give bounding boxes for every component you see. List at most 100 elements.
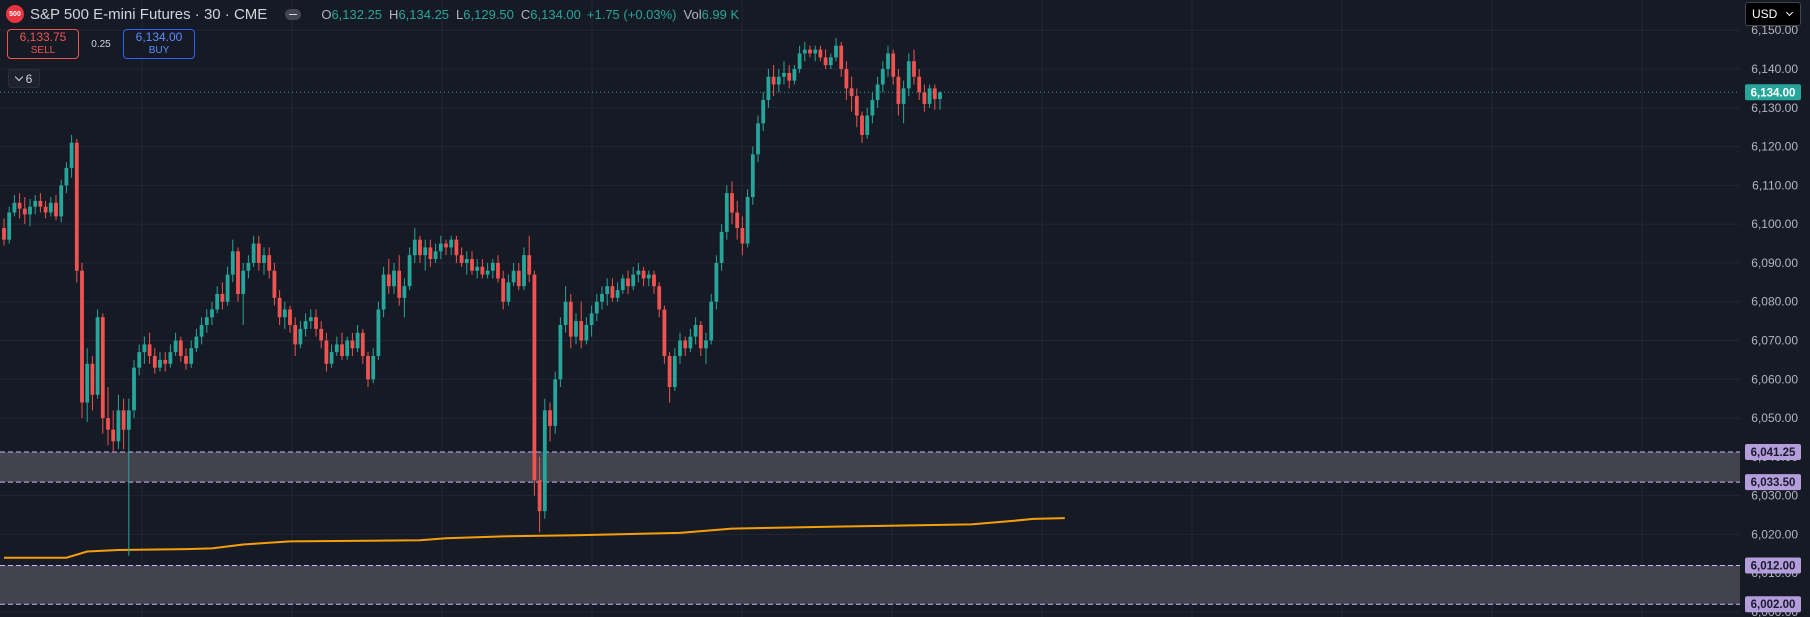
candle-body (7, 212, 12, 240)
candle (329, 344, 334, 368)
candle (782, 61, 786, 85)
candle (792, 65, 797, 85)
candle (589, 305, 594, 337)
candle-body (251, 243, 256, 263)
candle-body (839, 45, 844, 69)
candle (516, 262, 521, 291)
change-value: +1.75 (+0.03%) (586, 6, 677, 22)
candle (496, 255, 500, 283)
candle (407, 247, 412, 291)
candle (818, 45, 823, 62)
candle-body (600, 293, 604, 302)
candle-body (906, 61, 911, 89)
currency-select[interactable]: USD (1745, 2, 1801, 26)
candle (54, 195, 58, 221)
chevron-down-icon (1786, 8, 1794, 17)
candle (594, 293, 599, 322)
candle-body (485, 270, 490, 275)
candle-body (631, 274, 636, 287)
candle-body (308, 317, 313, 322)
zone-top-price-label: 6,041.25 (1751, 447, 1796, 459)
candle-body (724, 193, 729, 232)
candle-body (386, 274, 391, 287)
candle-body (412, 239, 417, 256)
candle-body (849, 88, 854, 97)
price-axis-tick-label: 6,030.00 (1751, 489, 1798, 503)
candle (334, 336, 339, 357)
candle (366, 352, 370, 388)
moving-average (4, 517, 1065, 559)
candle-body (802, 49, 807, 54)
candle-body (506, 282, 511, 302)
candle (901, 80, 906, 124)
candle-body (345, 340, 350, 357)
candle-body (428, 247, 433, 260)
price-axis-background (1740, 0, 1810, 617)
candle-body (433, 251, 438, 260)
low-label: L (456, 6, 464, 22)
candle (173, 332, 178, 357)
zone-band (0, 452, 1740, 483)
candle (7, 206, 12, 244)
candle-body (704, 340, 708, 349)
chevron-down-icon (14, 72, 23, 82)
candle-body (891, 53, 896, 77)
candle-body (496, 262, 500, 279)
buy-button[interactable]: 6,134.00 BUY (123, 29, 195, 59)
indicators-toggle-button[interactable]: 6 (8, 69, 40, 88)
candle (158, 352, 162, 372)
candle (147, 332, 152, 364)
candle (121, 398, 126, 450)
candle-body (59, 185, 64, 217)
indicator-count: 6 (25, 71, 33, 86)
candle (537, 456, 542, 533)
candle-body (126, 410, 131, 430)
sell-button[interactable]: 6,133.75 SELL (7, 29, 79, 59)
candle-body (516, 270, 521, 287)
candle (340, 332, 344, 360)
symbol-title[interactable]: S&P 500 E-mini Futures · 30 · CME (30, 5, 268, 23)
candle (922, 84, 927, 112)
candle-body (730, 193, 734, 213)
candle-body (90, 363, 95, 395)
candle (522, 247, 526, 291)
candle (308, 309, 313, 329)
candle (938, 91, 942, 110)
candle (80, 262, 84, 419)
candle (116, 394, 121, 450)
candle-body (719, 231, 724, 263)
candle-body (740, 228, 745, 244)
hide-legend-icon[interactable] (285, 8, 302, 20)
candle (719, 224, 724, 271)
candle (12, 195, 17, 217)
candle-body (38, 200, 43, 207)
candle (475, 259, 480, 279)
price-axis[interactable]: 6,150.00 6,140.00 6,130.00 6,120.00 6,110.00… (1740, 0, 1810, 617)
candle-body (282, 309, 287, 318)
candle-body (563, 301, 568, 325)
candle-body (329, 352, 334, 364)
candle (917, 69, 922, 101)
candle (288, 305, 292, 333)
candle (860, 111, 864, 143)
candle (548, 402, 552, 442)
zone-top-price-label: 6,012.00 (1751, 560, 1796, 572)
candle-body (381, 274, 386, 310)
candle (168, 344, 173, 368)
candle (272, 262, 277, 306)
candle-body (215, 293, 220, 310)
candle-body (480, 266, 485, 275)
open-label: O (321, 6, 332, 22)
candle-body (579, 321, 584, 341)
candle-body (168, 352, 173, 364)
candle (282, 301, 287, 329)
candle (844, 61, 849, 101)
candle (355, 324, 360, 353)
candle-body (184, 356, 188, 364)
candle-body (33, 200, 38, 207)
candle-body (142, 344, 147, 353)
candle-body (236, 251, 240, 294)
candle-body (17, 202, 22, 209)
zone-band (0, 565, 1740, 605)
